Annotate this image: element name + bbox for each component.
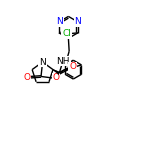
Text: N: N: [39, 57, 46, 67]
Text: N: N: [74, 17, 81, 26]
Text: N: N: [56, 17, 63, 26]
Text: Cl: Cl: [62, 29, 71, 38]
Polygon shape: [53, 70, 60, 75]
Text: O: O: [52, 73, 59, 83]
Text: O: O: [23, 73, 30, 82]
Text: O: O: [69, 62, 76, 71]
Text: NH: NH: [56, 57, 70, 66]
